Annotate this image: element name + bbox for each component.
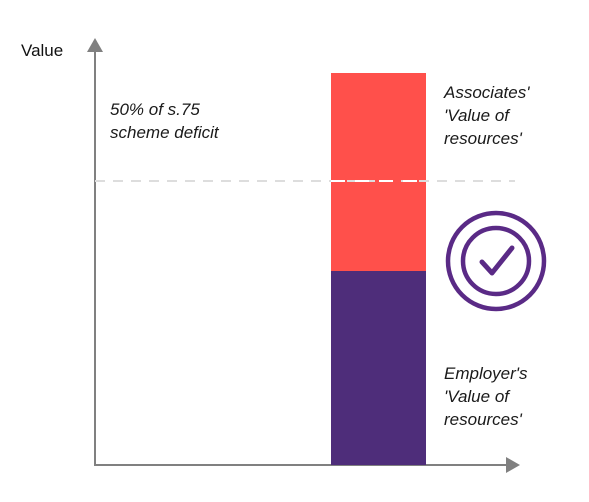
employer-label-line: resources' bbox=[444, 410, 522, 429]
associates-label-line: Associates' bbox=[444, 83, 530, 102]
associates-label: Associates' 'Value of resources' bbox=[444, 81, 589, 150]
employer-label: Employer's 'Value of resources' bbox=[444, 362, 589, 431]
associates-value-segment bbox=[331, 73, 426, 271]
employer-label-line: Employer's bbox=[444, 364, 528, 383]
x-axis-arrow bbox=[506, 457, 520, 473]
threshold-label: 50% of s.75 scheme deficit bbox=[110, 98, 280, 144]
employer-value-segment bbox=[331, 271, 426, 465]
employer-label-line: 'Value of bbox=[444, 387, 509, 406]
threshold-label-line: scheme deficit bbox=[110, 123, 219, 142]
check-circle-icon bbox=[445, 210, 547, 312]
threshold-label-line: 50% of s.75 bbox=[110, 100, 200, 119]
y-axis-arrow bbox=[87, 38, 103, 52]
y-axis-label: Value bbox=[21, 41, 64, 60]
associates-label-line: resources' bbox=[444, 129, 522, 148]
associates-label-line: 'Value of bbox=[444, 106, 509, 125]
